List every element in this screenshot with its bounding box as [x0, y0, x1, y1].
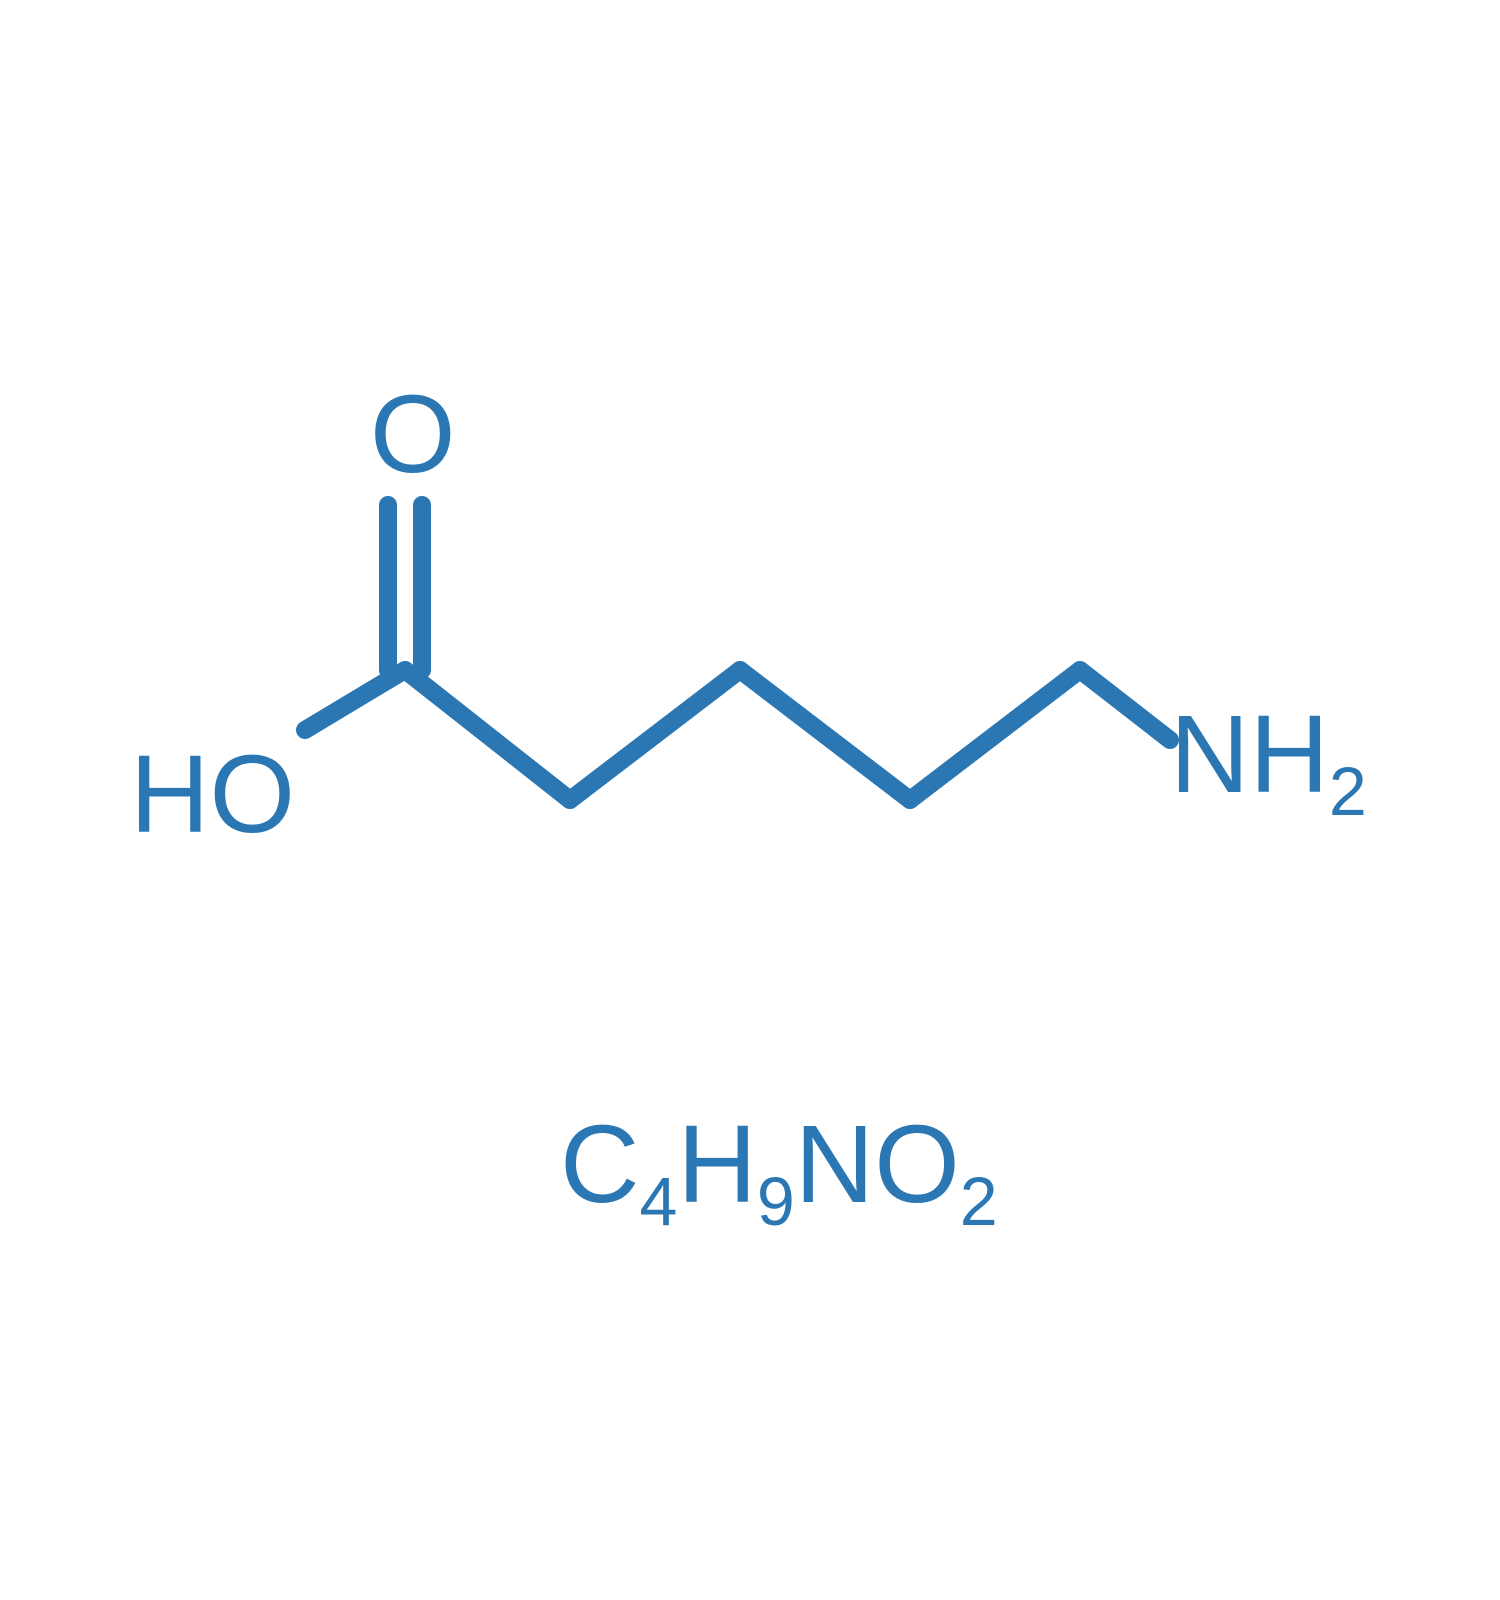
atom-label-ho: HO: [130, 740, 295, 850]
atom-label-o: O: [370, 380, 456, 490]
molecular-formula: C4H9NO2: [560, 1110, 998, 1220]
atom-label-nh2: NH2: [1170, 700, 1367, 810]
molecule-diagram: HO O NH2 C4H9NO2: [0, 0, 1500, 1600]
